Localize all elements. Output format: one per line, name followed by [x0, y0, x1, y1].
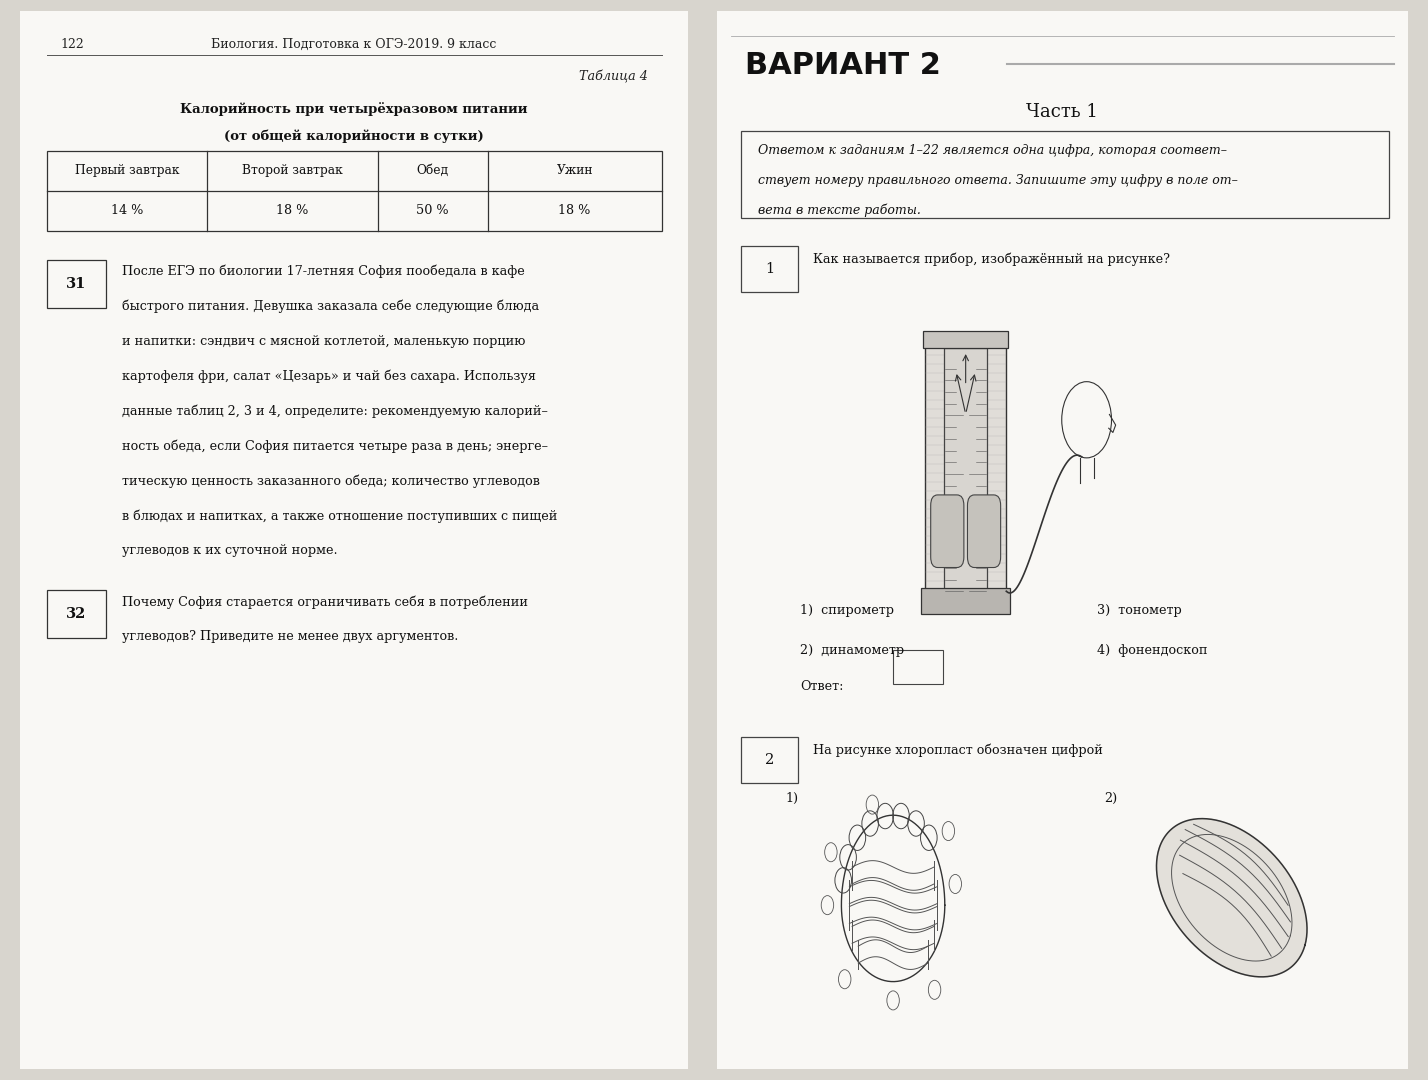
- Text: После ЕГЭ по биологии 17-летняя София пообедала в кафе: После ЕГЭ по биологии 17-летняя София по…: [123, 265, 526, 279]
- Text: 50 %: 50 %: [417, 204, 448, 217]
- Text: ствует номеру правильного ответа. Запишите эту цифру в поле от–: ствует номеру правильного ответа. Запиши…: [758, 174, 1238, 187]
- Text: картофеля фри, салат «Цезарь» и чай без сахара. Используя: картофеля фри, салат «Цезарь» и чай без …: [123, 369, 536, 383]
- Text: углеводов к их суточной норме.: углеводов к их суточной норме.: [123, 544, 338, 557]
- Text: углеводов? Приведите не менее двух аргументов.: углеводов? Приведите не менее двух аргум…: [123, 630, 458, 643]
- Text: Ответ:: Ответ:: [800, 679, 844, 692]
- Text: 32: 32: [66, 607, 86, 621]
- Text: 1: 1: [765, 262, 774, 276]
- FancyBboxPatch shape: [931, 495, 964, 567]
- Bar: [922, 332, 1008, 349]
- Text: Часть 1: Часть 1: [1027, 103, 1098, 121]
- Text: и напитки: сэндвич с мясной котлетой, маленькую порцию: и напитки: сэндвич с мясной котлетой, ма…: [123, 335, 526, 348]
- Bar: [892, 650, 942, 684]
- Text: 3)  тонометр: 3) тонометр: [1097, 604, 1182, 617]
- Text: данные таблиц 2, 3 и 4, определите: рекомендуемую калорий–: данные таблиц 2, 3 и 4, определите: реко…: [123, 405, 548, 418]
- Text: быстрого питания. Девушка заказала себе следующие блюда: быстрого питания. Девушка заказала себе …: [123, 300, 540, 313]
- Text: вета в тексте работы.: вета в тексте работы.: [758, 203, 921, 217]
- Bar: [47, 590, 106, 638]
- Text: Ужин: Ужин: [557, 164, 593, 177]
- Text: 18 %: 18 %: [558, 204, 591, 217]
- Bar: [925, 337, 1007, 608]
- Bar: [921, 589, 1010, 615]
- Text: 1): 1): [785, 792, 800, 805]
- Text: Ответом к заданиям 1–22 является одна цифра, которая соответ–: Ответом к заданиям 1–22 является одна ци…: [758, 144, 1227, 158]
- Bar: [47, 259, 106, 308]
- Text: На рисунке хлоропласт обозначен цифрой: На рисунке хлоропласт обозначен цифрой: [813, 743, 1102, 757]
- Text: 122: 122: [60, 38, 84, 52]
- Text: Таблица 4: Таблица 4: [580, 70, 648, 83]
- Bar: [741, 246, 798, 293]
- Text: 18 %: 18 %: [276, 204, 308, 217]
- Text: Биология. Подготовка к ОГЭ-2019. 9 класс: Биология. Подготовка к ОГЭ-2019. 9 класс: [211, 38, 497, 52]
- Text: 1)  спирометр: 1) спирометр: [800, 604, 894, 617]
- Text: Обед: Обед: [417, 164, 448, 177]
- Text: 14 %: 14 %: [111, 204, 143, 217]
- Text: 31: 31: [66, 276, 86, 291]
- Text: Первый завтрак: Первый завтрак: [74, 164, 178, 177]
- Bar: [47, 150, 661, 231]
- Text: 4)  фонендоскоп: 4) фонендоскоп: [1097, 644, 1208, 657]
- Text: Второй завтрак: Второй завтрак: [241, 164, 343, 177]
- Text: Калорийность при четырёхразовом питании: Калорийность при четырёхразовом питании: [180, 102, 528, 116]
- Bar: [741, 737, 798, 783]
- Text: Почему София старается ограничивать себя в потреблении: Почему София старается ограничивать себя…: [123, 595, 528, 608]
- Text: ность обеда, если София питается четыре раза в день; энерге–: ность обеда, если София питается четыре …: [123, 440, 548, 453]
- Bar: [944, 349, 987, 599]
- FancyBboxPatch shape: [967, 495, 1001, 567]
- Text: ВАРИАНТ 2: ВАРИАНТ 2: [744, 51, 941, 80]
- Text: 2)  динамометр: 2) динамометр: [800, 644, 904, 657]
- Text: 2: 2: [765, 753, 774, 767]
- Text: (от общей калорийности в сутки): (от общей калорийности в сутки): [224, 130, 484, 143]
- Text: в блюдах и напитках, а также отношение поступивших с пищей: в блюдах и напитках, а также отношение п…: [123, 510, 557, 523]
- Text: тическую ценность заказанного обеда; количество углеводов: тическую ценность заказанного обеда; кол…: [123, 474, 540, 488]
- Text: 2): 2): [1104, 792, 1117, 805]
- Polygon shape: [1157, 819, 1307, 977]
- Bar: [741, 132, 1388, 218]
- Text: Как называется прибор, изображённый на рисунке?: Как называется прибор, изображённый на р…: [813, 252, 1170, 266]
